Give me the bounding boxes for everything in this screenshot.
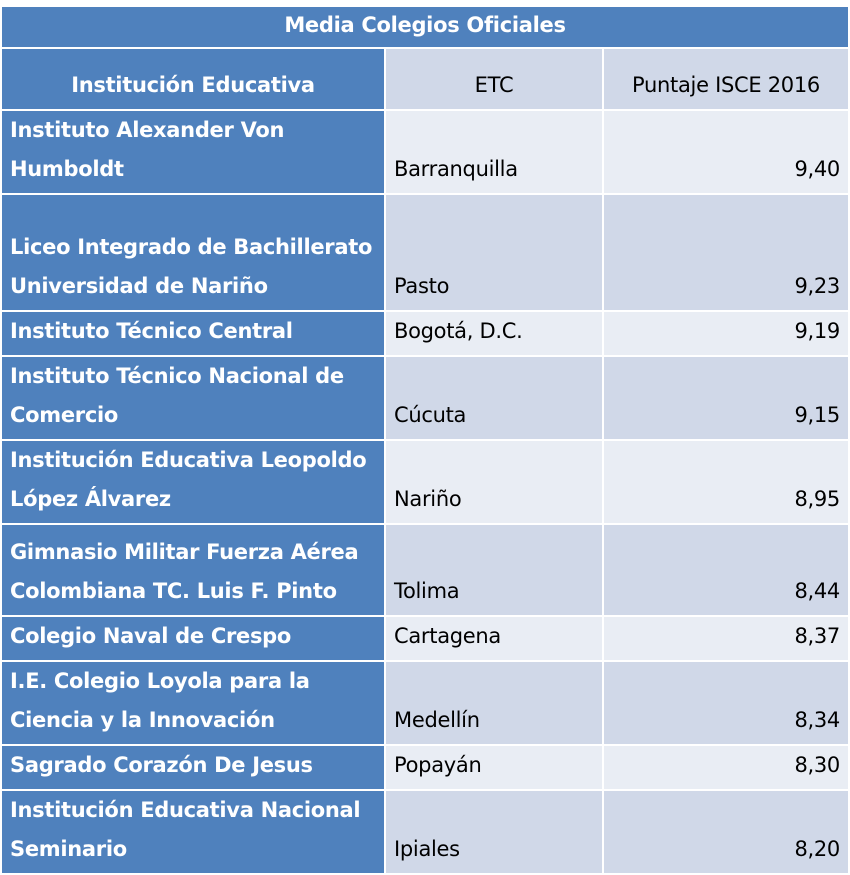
institution-cell: Instituto Técnico Central [0, 310, 386, 357]
header-score: Puntaje ISCE 2016 [602, 47, 850, 111]
ranking-table: Media Colegios Oficiales Institución Edu… [0, 5, 850, 875]
etc-cell: Barranquilla [384, 109, 604, 195]
score-cell: 8,44 [602, 523, 850, 617]
institution-cell: Liceo Integrado de Bachillerato Universi… [0, 193, 386, 312]
header-institution: Institución Educativa [0, 47, 386, 111]
institution-cell: Sagrado Corazón De Jesus [0, 744, 386, 791]
etc-cell: Cúcuta [384, 355, 604, 441]
etc-cell: Cartagena [384, 615, 604, 662]
score-cell: 9,19 [602, 310, 850, 357]
etc-cell: Nariño [384, 439, 604, 525]
score-cell: 9,15 [602, 355, 850, 441]
table-row: Instituto Técnico Nacional de Comercio Cú… [0, 355, 850, 441]
etc-cell: Medellín [384, 660, 604, 746]
table-row: Gimnasio Militar Fuerza Aérea Colombiana… [0, 523, 850, 617]
institution-cell: Institución Educativa Nacional Seminario [0, 789, 386, 875]
score-cell: 8,34 [602, 660, 850, 746]
table-row: Instituto Alexander Von Humboldt Barranqu… [0, 109, 850, 195]
etc-cell: Popayán [384, 744, 604, 791]
score-cell: 8,37 [602, 615, 850, 662]
score-cell: 8,30 [602, 744, 850, 791]
table-row: Instituto Técnico Central Bogotá, D.C. 9,1… [0, 310, 850, 357]
score-cell: 8,95 [602, 439, 850, 525]
institution-cell: Colegio Naval de Crespo [0, 615, 386, 662]
table-row: I.E. Colegio Loyola para la Ciencia y la… [0, 660, 850, 746]
table-row: Colegio Naval de Crespo Cartagena 8,37 [0, 615, 850, 662]
score-cell: 8,20 [602, 789, 850, 875]
table-row: Liceo Integrado de Bachillerato Universi… [0, 193, 850, 312]
table-row: Institución Educativa Leopoldo López Álv… [0, 439, 850, 525]
table-title: Media Colegios Oficiales [0, 5, 850, 49]
table-row: Sagrado Corazón De Jesus Popayán 8,30 [0, 744, 850, 791]
table-row: Institución Educativa Nacional Seminario… [0, 789, 850, 875]
institution-cell: I.E. Colegio Loyola para la Ciencia y la… [0, 660, 386, 746]
etc-cell: Tolima [384, 523, 604, 617]
institution-cell: Instituto Alexander Von Humboldt [0, 109, 386, 195]
institution-cell: Instituto Técnico Nacional de Comercio [0, 355, 386, 441]
etc-cell: Ipiales [384, 789, 604, 875]
institution-cell: Gimnasio Militar Fuerza Aérea Colombiana… [0, 523, 386, 617]
institution-cell: Institución Educativa Leopoldo López Álv… [0, 439, 386, 525]
score-cell: 9,40 [602, 109, 850, 195]
header-etc: ETC [384, 47, 604, 111]
etc-cell: Bogotá, D.C. [384, 310, 604, 357]
etc-cell: Pasto [384, 193, 604, 312]
score-cell: 9,23 [602, 193, 850, 312]
